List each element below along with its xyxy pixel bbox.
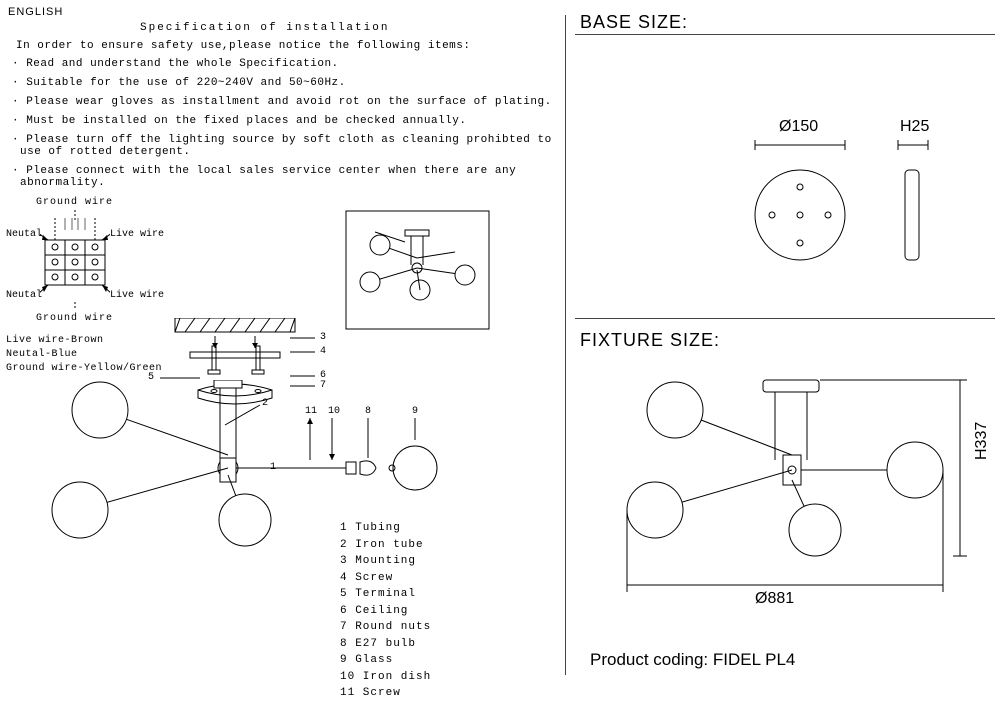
bullet-list: Read and understand the whole Specificat… (12, 58, 552, 196)
parts-list: 1 Tubing 2 Iron tube 3 Mounting 4 Screw … (340, 520, 431, 702)
callout-8: 8 (365, 406, 371, 417)
wire-yg: Ground wire-Yellow/Green (6, 363, 162, 374)
callout-9: 9 (412, 406, 418, 417)
part-row: 8 E27 bulb (340, 636, 431, 653)
part-row: 1 Tubing (340, 520, 431, 537)
base-top-view (745, 140, 855, 270)
fixture-dia-label: Ø881 (755, 590, 794, 608)
base-side-view (880, 140, 950, 270)
wire-brown: Live wire-Brown (6, 335, 104, 346)
inset-overview (345, 210, 490, 330)
lang-label: ENGLISH (8, 6, 63, 18)
fixture-size-diagram (615, 370, 985, 600)
base-dia-label: Ø150 (779, 118, 818, 136)
wire-blue: Neutal-Blue (6, 349, 78, 360)
bullet-item: Please connect with the local sales serv… (20, 165, 552, 189)
bullet-item: Please turn off the lighting source by s… (20, 134, 552, 158)
callout-10: 10 (328, 406, 340, 417)
spec-title: Specification of installation (140, 22, 389, 34)
part-row: 11 Screw (340, 685, 431, 702)
part-row: 6 Ceiling (340, 603, 431, 620)
fixture-size-heading: FIXTURE SIZE: (580, 330, 720, 351)
callout-3: 3 (320, 332, 326, 343)
product-coding: Product coding: FIDEL PL4 (590, 650, 795, 670)
bullet-item: Please wear gloves as installment and av… (20, 96, 552, 108)
vertical-divider (565, 15, 566, 675)
part-row: 3 Mounting (340, 553, 431, 570)
wiring-neutal-l: Neutal (6, 229, 42, 240)
base-h-label: H25 (900, 118, 929, 136)
wiring-live-r2: Live wire (110, 290, 164, 301)
bullet-item: Must be installed on the fixed places an… (20, 115, 552, 127)
callout-2: 2 (262, 398, 268, 409)
callout-11: 11 (305, 406, 317, 417)
wiring-live-r: Live wire (110, 229, 164, 240)
bullet-item: Suitable for the use of 220~240V and 50~… (20, 77, 552, 89)
terminal-block-diagram (40, 210, 110, 315)
part-row: 4 Screw (340, 570, 431, 587)
callout-1: 1 (270, 462, 276, 473)
wiring-ground-top: Ground wire (36, 197, 113, 208)
part-row: 2 Iron tube (340, 537, 431, 554)
fixture-h-label: H337 (973, 422, 991, 460)
part-row: 5 Terminal (340, 586, 431, 603)
wiring-neutal-l2: Neutal (6, 290, 42, 301)
bullet-item: Read and understand the whole Specificat… (20, 58, 552, 70)
part-row: 10 Iron dish (340, 669, 431, 686)
part-row: 7 Round nuts (340, 619, 431, 636)
left-panel: ENGLISH Specification of installation In… (0, 0, 560, 690)
base-size-heading: BASE SIZE: (580, 12, 688, 33)
right-panel: BASE SIZE: Ø150 H25 FIXTURE SIZE: (575, 0, 1000, 690)
intro-text: In order to ensure safety use,please not… (16, 40, 470, 52)
callout-4: 4 (320, 346, 326, 357)
part-row: 9 Glass (340, 652, 431, 669)
